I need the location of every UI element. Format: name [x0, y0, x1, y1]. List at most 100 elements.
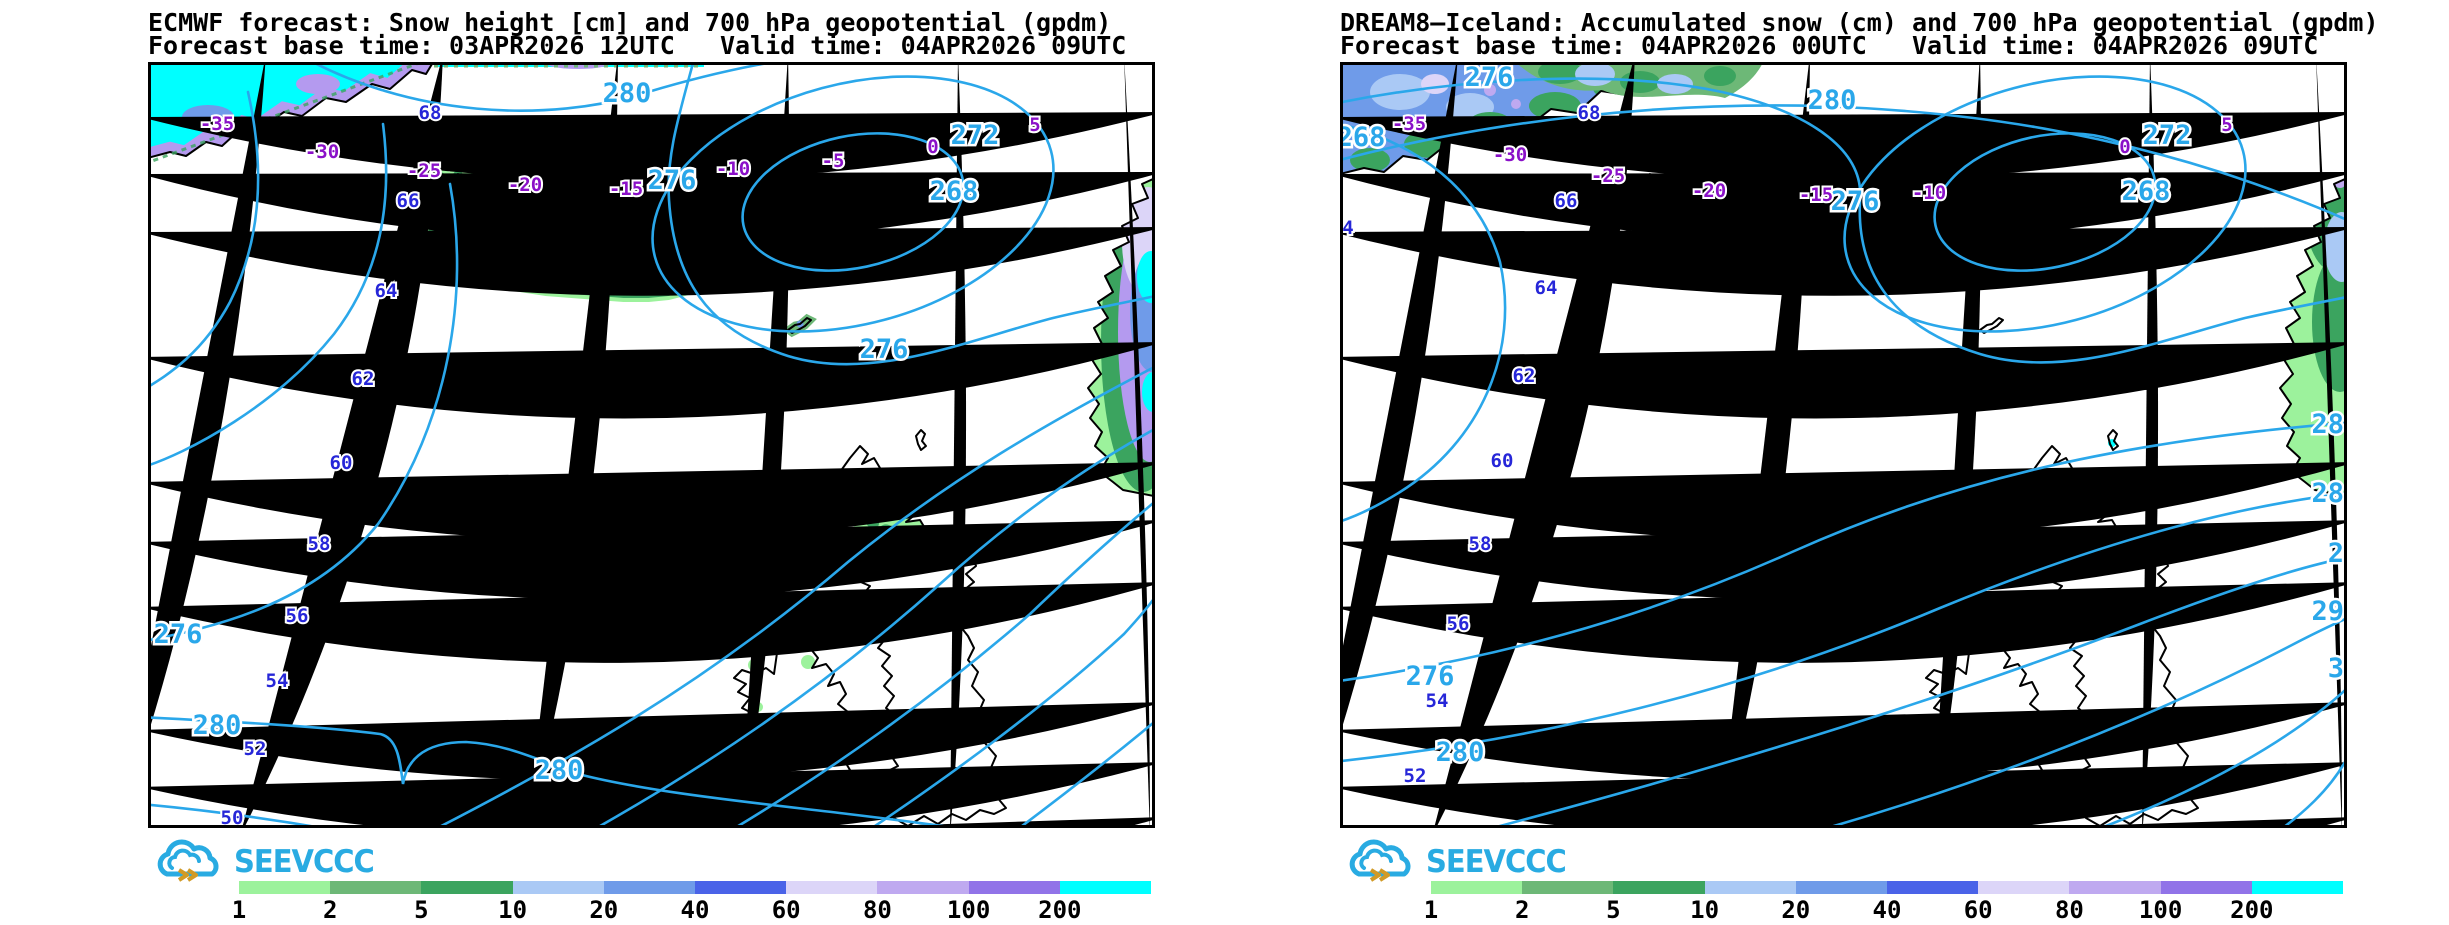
- colorbar-tick: 200: [1038, 896, 1082, 924]
- colorbar-segment: [1978, 881, 2070, 894]
- map-label: -20: [508, 174, 542, 196]
- map-label: 276: [648, 165, 697, 196]
- map-label: -35: [1392, 113, 1426, 135]
- colorbar-tick: 1: [1423, 896, 1439, 924]
- colorbar-segment: [2069, 881, 2161, 894]
- logo-text: SEEVCCC: [1426, 842, 1567, 880]
- colorbar-tick: 100: [2138, 896, 2183, 924]
- bolt-chevron-icon: [177, 868, 198, 882]
- map-label: 62: [1513, 365, 1536, 387]
- colorbar-tick: 40: [1872, 896, 1902, 924]
- seevccc-logo: SEEVCCC: [1340, 838, 1567, 884]
- panel-title-line1: ECMWF forecast: Snow height [cm] and 700…: [148, 8, 1112, 37]
- map-label: 50: [221, 807, 244, 828]
- colorbar-tick: 2: [322, 896, 338, 924]
- colorbar-segment: [1522, 881, 1614, 894]
- map-labels: 280 276 272 268 276 276 280 280 68 66 64 62 60 58 56 54…: [151, 76, 1043, 829]
- cloud-logo-icon: [157, 839, 219, 882]
- map-label: 29: [2311, 596, 2344, 627]
- colorbar-segment: [1431, 881, 1523, 894]
- map-label: 54: [1426, 690, 1449, 712]
- colorbar-segment: [695, 881, 787, 894]
- map-label: 56: [286, 605, 309, 627]
- map-label: 5: [1029, 114, 1040, 136]
- colorbar-tick: 1: [231, 896, 247, 924]
- colorbar-segment: [1704, 881, 1796, 894]
- map-label: 280: [1808, 85, 1857, 116]
- map-label: 52: [244, 738, 267, 760]
- map-label: 272: [951, 120, 1000, 151]
- map-frame: [1340, 62, 2347, 828]
- map-label: -25: [1591, 165, 1625, 187]
- colorbar-tick: 80: [2054, 896, 2084, 924]
- panel-ecmwf: ECMWF forecast: Snow height [cm] and 700…: [148, 8, 1208, 924]
- map-label: 276: [1831, 186, 1880, 217]
- panel-title-line1: DREAM8—Iceland: Accumulated snow (cm) an…: [1340, 8, 2379, 37]
- map-label: -30: [305, 141, 339, 163]
- colorbar-segment: [2160, 881, 2252, 894]
- map-labels: 276 280 272 268 268 276 276 280 28 28 2 29 3 68 66 64 62…: [1340, 62, 2347, 789]
- map-label: -10: [1912, 182, 1946, 204]
- colorbar-tick: 80: [862, 896, 892, 924]
- colorbar-tick: 2: [1514, 896, 1530, 924]
- seevccc-logo: SEEVCCC: [148, 838, 375, 884]
- colorbar-tick: 60: [1963, 896, 1993, 924]
- map-label: -15: [609, 178, 643, 200]
- map-label: -25: [407, 160, 441, 182]
- map-label: 68: [419, 102, 442, 124]
- colorbar-tick: 100: [946, 896, 991, 924]
- map-label: 272: [2143, 120, 2192, 151]
- colorbar-tick: 5: [1606, 896, 1621, 924]
- weather-map-ecmwf: 280 276 272 268 276 276 280 280 68 66 64 62 60 58 56 54…: [148, 62, 1155, 828]
- map-label: 68: [1578, 102, 1601, 124]
- colorbar-segment: [1613, 881, 1705, 894]
- colorbar-segment: [1795, 881, 1888, 894]
- map-label: 54: [266, 670, 289, 692]
- colorbar-tick: 10: [1690, 896, 1720, 924]
- map-label: 280: [535, 755, 584, 786]
- colorbar-segment: [877, 881, 969, 894]
- colorbar-segment: [512, 881, 604, 894]
- map-label: 0: [927, 136, 938, 158]
- colorbar-segment: [239, 881, 331, 894]
- cloud-logo-icon: [1349, 839, 1411, 882]
- map-label: 3: [2328, 653, 2344, 684]
- map-label: -15: [1799, 184, 1833, 206]
- colorbar-segments: [1431, 881, 2344, 894]
- map-frame: [148, 62, 1155, 828]
- colorbar-tick: 20: [1781, 896, 1811, 924]
- colorbar-segment: [968, 881, 1060, 894]
- colorbar-tick: 40: [680, 896, 710, 924]
- colorbar-segments: [239, 881, 1152, 894]
- snow-colorbar: 1 2 5 10 20 40 60 80 100 200: [1424, 881, 2344, 924]
- colorbar-tick: 20: [589, 896, 619, 924]
- panel-dream8: DREAM8—Iceland: Accumulated snow (cm) an…: [1340, 8, 2400, 924]
- map-label: 66: [1555, 190, 1578, 212]
- map-label: 28: [2311, 409, 2344, 440]
- colorbar-tick: 10: [498, 896, 528, 924]
- map-label: 64: [375, 280, 398, 302]
- map-label: 58: [1469, 533, 1492, 555]
- map-label: 268: [2122, 176, 2171, 207]
- map-label: 276: [860, 334, 909, 365]
- colorbar-segment: [2251, 881, 2344, 894]
- colorbar-tick: 5: [414, 896, 429, 924]
- map-label: 28: [2311, 478, 2344, 509]
- map-label: 2: [2328, 538, 2344, 569]
- map-label: 280: [193, 710, 242, 741]
- panel-title-line2: Forecast base time: 04APR2026 00UTC Vali…: [1340, 31, 2319, 60]
- geopotential-contours: [1340, 75, 2347, 828]
- map-label: 4: [1342, 217, 1353, 239]
- map-label: 60: [330, 452, 353, 474]
- map-label: 268: [1340, 122, 1385, 153]
- map-label: -20: [1692, 180, 1726, 202]
- map-label: 276: [1465, 62, 1514, 93]
- map-label: 0: [2119, 136, 2130, 158]
- map-label: 66: [397, 190, 420, 212]
- map-label: -30: [1493, 144, 1527, 166]
- map-label: 64: [1535, 277, 1558, 299]
- map-label: -5: [822, 150, 845, 172]
- colorbar-ticks: 1 2 5 10 20 40 60 80 100 200: [1424, 894, 2343, 924]
- map-label: -10: [716, 158, 750, 180]
